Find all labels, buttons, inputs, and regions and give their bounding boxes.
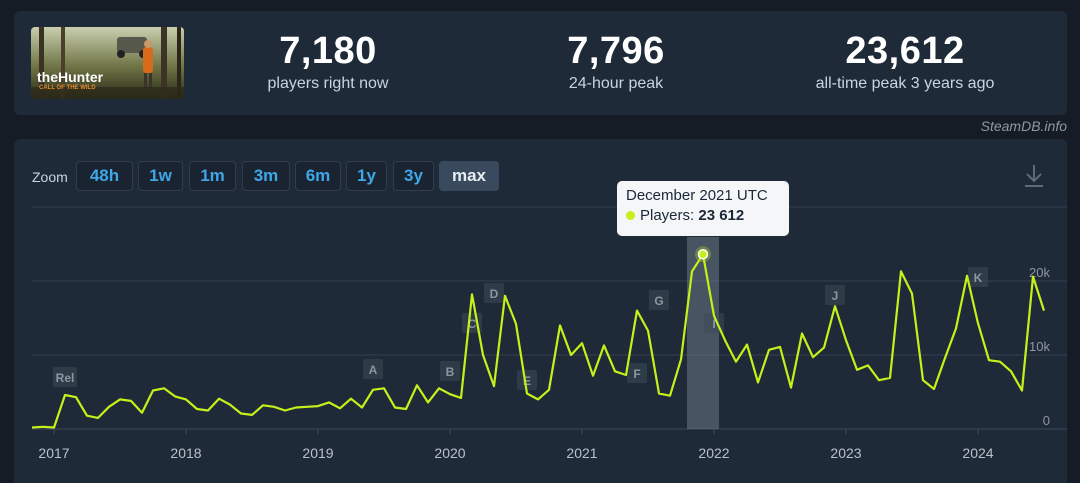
series-line xyxy=(31,253,1046,429)
game-thumbnail[interactable]: theHunter CALL OF THE WILD xyxy=(31,27,184,99)
tooltip-series-label: Players: xyxy=(640,207,695,224)
x-tick-label: 2017 xyxy=(38,445,69,461)
zoom-max-button[interactable]: max xyxy=(439,161,499,191)
highlight-point xyxy=(697,249,709,260)
download-icon[interactable] xyxy=(1023,163,1045,189)
event-flag-label: I xyxy=(712,317,715,331)
event-flag xyxy=(517,370,537,390)
event-flag xyxy=(440,361,460,381)
tooltip-title: December 2021 UTC xyxy=(626,187,768,204)
y-tick-label: 0 xyxy=(1043,413,1050,428)
stat-all-time-peak: 23,612 all-time peak 3 years ago xyxy=(805,31,1005,93)
event-flag-label: Rel xyxy=(56,371,75,385)
event-flag xyxy=(649,290,669,310)
stat-label: players right now xyxy=(267,75,389,92)
event-flag xyxy=(627,363,647,383)
event-flag xyxy=(484,283,504,303)
chart-tooltip: December 2021 UTC Players: 23 612 xyxy=(617,181,789,236)
zoom-1w-button[interactable]: 1w xyxy=(138,161,183,191)
zoom-3y-button[interactable]: 3y xyxy=(393,161,434,191)
game-logo-subtext: CALL OF THE WILD xyxy=(39,85,96,91)
event-flag-label: K xyxy=(974,271,983,285)
game-logo-text: theHunter xyxy=(37,69,104,85)
chart-panel: Zoom 48h 1w 1m 3m 6m 1y 3y max 0 10k 20k 20… xyxy=(14,139,1067,483)
x-tick-label: 2021 xyxy=(566,445,597,461)
event-flag xyxy=(825,285,845,305)
stat-24h-peak: 7,796 24-hour peak xyxy=(516,31,716,93)
event-flag-label: J xyxy=(832,289,839,303)
stat-players-now: 7,180 players right now xyxy=(228,31,428,93)
zoom-1y-button[interactable]: 1y xyxy=(346,161,387,191)
x-tick-label: 2019 xyxy=(302,445,333,461)
stats-panel: theHunter CALL OF THE WILD 7,180 players… xyxy=(14,11,1067,115)
zoom-6m-button[interactable]: 6m xyxy=(295,161,341,191)
stat-value: 7,796 xyxy=(567,30,665,72)
event-flag-label: C xyxy=(468,317,477,331)
y-tick-label: 10k xyxy=(1029,339,1050,354)
event-flag-label: G xyxy=(654,294,663,308)
event-flag-label: E xyxy=(523,374,531,388)
zoom-48h-button[interactable]: 48h xyxy=(76,161,133,191)
player-count-chart[interactable]: 0 10k 20k 2017 2018 2019 2020 2021 2022 2023 2024 R… xyxy=(14,139,1067,483)
x-tick-label: 2023 xyxy=(830,445,861,461)
zoom-label: Zoom xyxy=(32,169,68,185)
event-flag-label: D xyxy=(490,287,499,301)
steamdb-credit-link[interactable]: SteamDB.info xyxy=(980,118,1067,134)
stat-value: 23,612 xyxy=(845,30,965,72)
stat-label: 24-hour peak xyxy=(568,75,664,92)
zoom-1m-button[interactable]: 1m xyxy=(189,161,236,191)
stat-label: all-time peak 3 years ago xyxy=(815,75,995,92)
series-dot-icon xyxy=(626,211,635,220)
y-tick-label: 20k xyxy=(1029,265,1050,280)
x-tick-label: 2018 xyxy=(170,445,201,461)
x-tick-label: 2020 xyxy=(434,445,465,461)
x-tick-label: 2024 xyxy=(962,445,993,461)
event-flag xyxy=(53,367,77,387)
stat-value: 7,180 xyxy=(279,30,377,72)
event-flag xyxy=(363,359,383,379)
event-flag xyxy=(968,267,988,287)
tooltip-value: 23 612 xyxy=(698,207,745,224)
zoom-3m-button[interactable]: 3m xyxy=(242,161,290,191)
x-tick-label: 2022 xyxy=(698,445,729,461)
event-flag-label: F xyxy=(633,367,640,381)
event-flag-label: A xyxy=(369,363,378,377)
event-flag-label: B xyxy=(446,365,455,379)
